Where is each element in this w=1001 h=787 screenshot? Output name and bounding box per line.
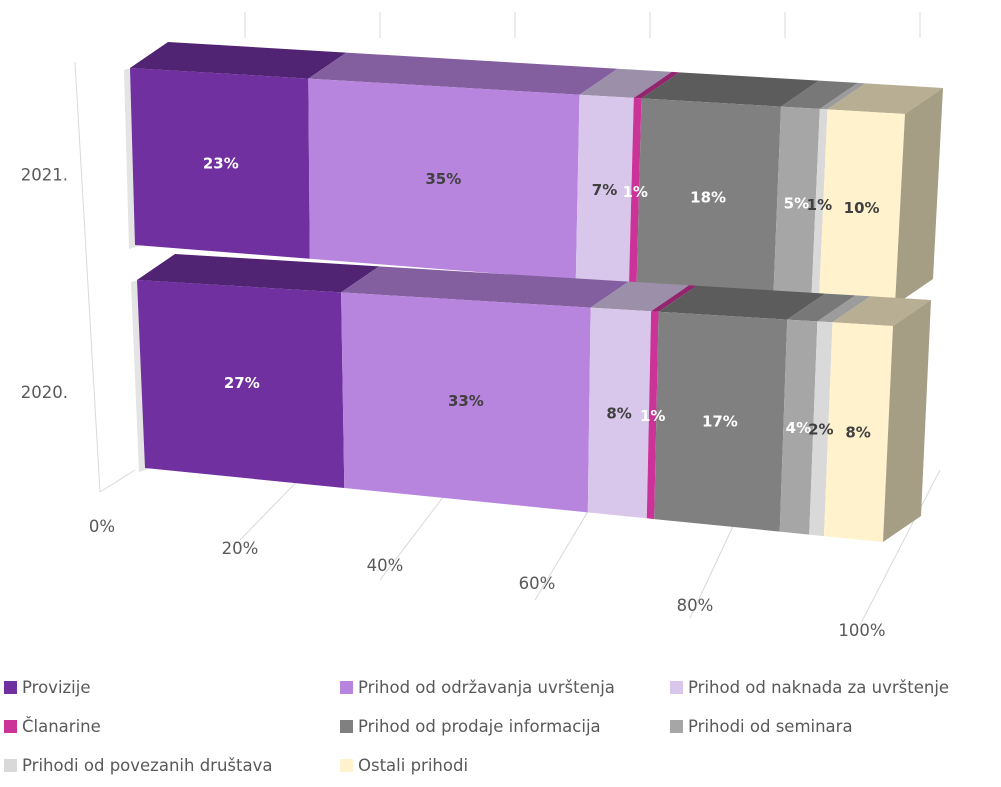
legend-label: Prihod od održavanja uvrštenja <box>358 677 615 697</box>
data-label: 5% <box>784 194 809 212</box>
legend-label: Članarine <box>22 716 101 736</box>
bar-top-6 <box>819 82 866 110</box>
floor-line-3 <box>534 507 591 601</box>
axis-labels: 2021. 2020. 0% 20% 40% 60% 80% 100% <box>21 166 886 641</box>
data-label: 7% <box>592 181 617 199</box>
bar-top-3 <box>633 71 680 99</box>
bar-top-4 <box>658 285 826 320</box>
legend-swatch <box>4 758 17 772</box>
data-label: 4% <box>786 419 811 437</box>
legend-item: Provizije <box>4 675 91 699</box>
bar-segment-4 <box>654 311 788 532</box>
data-label: 1% <box>640 407 665 425</box>
bar-segment-0 <box>137 280 345 488</box>
x-tick-label: 80% <box>677 596 714 615</box>
data-label: 8% <box>606 404 631 422</box>
legend-swatch <box>4 719 17 733</box>
bar-top-5 <box>787 293 856 322</box>
bar-top-0 <box>130 42 347 79</box>
legend-label: Prihod od naknada za uvrštenje <box>688 677 950 697</box>
bar-segment-7 <box>819 109 905 306</box>
x-tick-label: 100% <box>838 621 885 640</box>
floor-line-0 <box>99 469 136 493</box>
bar-top-4 <box>641 72 819 107</box>
x-tick-label: 0% <box>89 517 115 536</box>
bar-segment-1 <box>308 78 580 280</box>
x-tick-label: 20% <box>222 539 259 558</box>
legend-label: Prihodi od povezanih društava <box>22 755 273 775</box>
bar-row-0 <box>124 42 943 306</box>
data-label: 18% <box>690 188 726 206</box>
legend-label: Prihodi od seminara <box>688 716 853 736</box>
bar-segment-2 <box>575 94 634 284</box>
legend-swatch <box>340 758 353 772</box>
bar-segment-5 <box>779 319 818 535</box>
bar-segment-6 <box>811 108 828 300</box>
bar-segment-3 <box>646 311 659 520</box>
bar-segment-0 <box>130 68 310 259</box>
floor-line-5 <box>859 469 941 626</box>
bar-segment-6 <box>809 321 833 537</box>
legend-swatch <box>670 719 683 733</box>
bar-top-5 <box>781 80 858 109</box>
legend-swatch <box>340 719 353 733</box>
legend-swatch <box>670 680 683 694</box>
legend-item: Prihod od naknada za uvrštenje <box>670 675 949 699</box>
bar-segment-1 <box>341 292 591 513</box>
bar-top-7 <box>832 296 931 326</box>
legend-item: Prihod od prodaje informacija <box>340 714 601 738</box>
x-tick-label: 60% <box>519 574 556 593</box>
bar-end-face <box>895 88 943 305</box>
data-label: 33% <box>448 392 484 410</box>
bars <box>124 42 943 542</box>
data-label: 1% <box>622 183 647 201</box>
bar-top-2 <box>579 68 672 98</box>
category-label: 2020. <box>21 383 68 402</box>
legend-label: Prihod od prodaje informacija <box>358 716 601 736</box>
category-label: 2021. <box>21 166 68 185</box>
legend-label: Provizije <box>22 677 91 697</box>
data-label: 23% <box>203 155 239 173</box>
bar-top-0 <box>137 254 380 293</box>
bar-segment-5 <box>773 106 820 299</box>
legend-swatch <box>4 680 17 694</box>
legend-item: Prihod od održavanja uvrštenja <box>340 675 615 699</box>
legend-item: Članarine <box>4 714 101 738</box>
data-label: 2% <box>808 421 833 439</box>
data-labels: 23%35%7% 1% 18% 5%1% 10%27%33%8% 1% 17% 4%2% 8% <box>203 155 880 442</box>
legend-item: Prihodi od povezanih društava <box>4 753 272 777</box>
bar-segment-2 <box>587 307 652 519</box>
bar-segment-3 <box>629 97 642 285</box>
data-label: 17% <box>702 413 738 431</box>
data-label: 35% <box>425 170 461 188</box>
data-label: 8% <box>845 424 870 442</box>
bar-segment-7 <box>824 322 893 542</box>
bar-segment-4 <box>636 98 781 296</box>
bar-top-2 <box>590 281 690 312</box>
bar-top-1 <box>308 52 618 95</box>
bar-top-3 <box>651 285 697 312</box>
legend-label: Ostali prihodi <box>358 755 469 775</box>
legend-item: Prihodi od seminara <box>670 714 853 738</box>
bar-row-1 <box>131 254 931 542</box>
legend: Provizije Prihod od održavanja uvrštenja P… <box>0 664 1001 784</box>
bar-top-6 <box>817 295 871 323</box>
depth-axis-line <box>74 61 101 493</box>
floor-line-2 <box>379 487 451 581</box>
data-label: 1% <box>807 196 832 214</box>
legend-swatch <box>340 680 353 694</box>
x-tick-label: 40% <box>367 556 404 575</box>
data-label: 27% <box>224 374 260 392</box>
stacked-bar-chart: 23%35%7% 1% 18% 5%1% 10%27%33%8% 1% 17% 4%2% 8% … <box>21 12 943 641</box>
floor-line-4 <box>689 521 736 619</box>
bar-end-face <box>883 300 931 542</box>
bar-top-7 <box>827 83 943 114</box>
bar-top-1 <box>341 266 629 308</box>
data-label: 10% <box>844 199 880 217</box>
legend-item: Ostali prihodi <box>340 753 468 777</box>
gridlines <box>74 12 921 493</box>
